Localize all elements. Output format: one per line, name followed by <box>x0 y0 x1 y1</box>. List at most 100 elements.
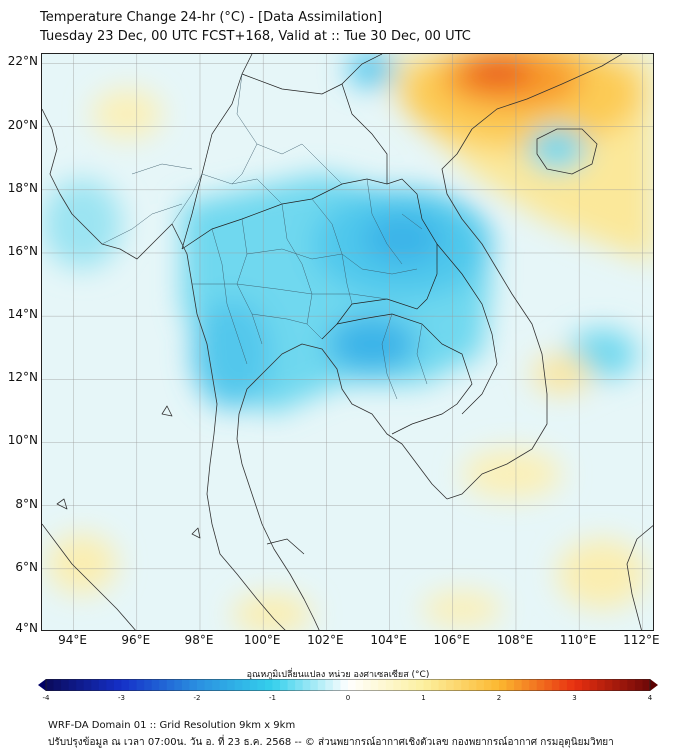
colorbar-tick-label: 4 <box>647 694 653 702</box>
longitude-label: 98°E <box>184 633 214 647</box>
colorbar-cell <box>249 679 258 691</box>
colorbar-cell <box>151 679 160 691</box>
colorbar-cell <box>582 679 591 691</box>
latitude-label: 12°N <box>7 370 38 385</box>
colorbar-cell <box>529 679 538 691</box>
colorbar-cell <box>98 679 107 691</box>
footer-model-info: WRF-DA Domain 01 :: Grid Resolution 9km … <box>48 720 296 731</box>
colorbar-cell <box>438 679 447 691</box>
colorbar-cell <box>204 679 213 691</box>
longitude-label: 106°E <box>433 633 471 647</box>
colorbar-cell <box>348 679 357 691</box>
colorbar-cell <box>144 679 153 691</box>
colorbar-cell <box>566 679 575 691</box>
colorbar-tick-label: -3 <box>118 694 125 702</box>
latitude-label: 14°N <box>7 307 38 322</box>
colorbar-cell <box>461 679 470 691</box>
colorbar-cell <box>589 679 598 691</box>
colorbar-cell <box>574 679 583 691</box>
colorbar-cell <box>61 679 70 691</box>
longitude-label: 110°E <box>559 633 597 647</box>
map-subtitle: Tuesday 23 Dec, 00 UTC FCST+168, Valid a… <box>40 29 471 44</box>
colorbar-tick-label: 1 <box>421 694 426 702</box>
colorbar-cell <box>121 679 130 691</box>
colorbar-cell <box>197 679 206 691</box>
colorbar-cell <box>310 679 319 691</box>
colorbar-cell <box>332 679 341 691</box>
colorbar-cell <box>431 679 440 691</box>
colorbar-cell <box>506 679 515 691</box>
map-panel <box>41 53 654 631</box>
colorbar-max-arrow <box>650 679 658 691</box>
longitude-label: 94°E <box>58 633 88 647</box>
colorbar-tick-label: -4 <box>42 694 50 702</box>
colorbar-cell <box>189 679 198 691</box>
colorbar-cell <box>634 679 643 691</box>
temperature-field <box>42 54 653 630</box>
colorbar-cell <box>166 679 175 691</box>
colorbar-cell <box>234 679 243 691</box>
colorbar-cell <box>597 679 606 691</box>
longitude-label: 112°E <box>623 633 660 647</box>
colorbar-cell <box>499 679 508 691</box>
colorbar-tick-label: -1 <box>269 694 276 702</box>
latitude-label: 4°N <box>15 621 38 635</box>
colorbar-tick-label: 2 <box>496 694 502 702</box>
colorbar-cell <box>393 679 402 691</box>
latitude-label: 20°N <box>7 117 38 132</box>
colorbar-cell <box>536 679 545 691</box>
colorbar-cell <box>423 679 432 691</box>
colorbar-cell <box>106 679 115 691</box>
colorbar-cell <box>242 679 251 691</box>
colorbar-cell <box>378 679 387 691</box>
longitude-label: 100°E <box>243 633 281 647</box>
coastlines <box>42 54 653 630</box>
colorbar-tick-label: 3 <box>572 694 577 702</box>
colorbar-cell <box>544 679 553 691</box>
colorbar-cell <box>415 679 424 691</box>
footer-credit: ปรับปรุงข้อมูล ณ เวลา 07:00น. วัน อ. ที่… <box>48 737 614 748</box>
colorbar-cell <box>272 679 281 691</box>
colorbar-cell <box>453 679 462 691</box>
colorbar-cell <box>446 679 455 691</box>
colorbar-cell <box>491 679 500 691</box>
colorbar-cell <box>159 679 168 691</box>
colorbar-cell <box>612 679 621 691</box>
colorbar-cell <box>53 679 62 691</box>
latitude-label: 18°N <box>7 180 38 195</box>
colorbar-cell <box>483 679 492 691</box>
colorbar-cell <box>46 679 55 691</box>
longitude-label: 96°E <box>121 633 151 647</box>
colorbar-cell <box>174 679 183 691</box>
colorbar-cell <box>219 679 228 691</box>
latitude-label: 22°N <box>7 54 38 69</box>
colorbar-cell <box>302 679 311 691</box>
colorbar-tick-label: -2 <box>193 694 201 702</box>
colorbar-cell <box>83 679 92 691</box>
colorbar-cell <box>363 679 372 691</box>
colorbar-cell <box>408 679 417 691</box>
colorbar-cell <box>287 679 296 691</box>
colorbar-cell <box>76 679 85 691</box>
longitude-label: 108°E <box>496 633 534 647</box>
colorbar <box>38 679 658 691</box>
longitude-label: 104°E <box>370 633 407 647</box>
colorbar-cell <box>295 679 304 691</box>
colorbar-cell <box>521 679 530 691</box>
latitude-label: 6°N <box>15 559 38 574</box>
colorbar-cell <box>325 679 334 691</box>
colorbar-cell <box>340 679 349 691</box>
colorbar-cell <box>264 679 273 691</box>
colorbar-cell <box>604 679 613 691</box>
colorbar-cell <box>355 679 364 691</box>
colorbar-cell <box>642 679 651 691</box>
colorbar-cell <box>468 679 477 691</box>
colorbar-min-arrow <box>38 679 46 691</box>
longitude-label: 102°E <box>307 633 344 647</box>
colorbar-cell <box>91 679 100 691</box>
colorbar-cell <box>280 679 289 691</box>
colorbar-cell <box>627 679 636 691</box>
colorbar-cell <box>619 679 628 691</box>
colorbar-cell <box>385 679 394 691</box>
temperature-change-map <box>42 54 653 630</box>
